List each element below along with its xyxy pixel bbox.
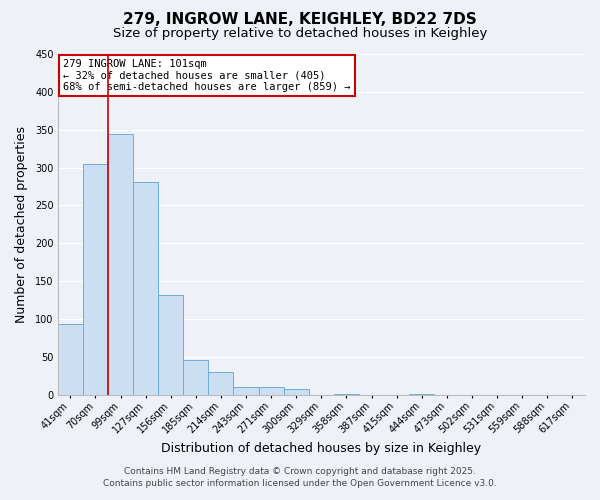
- X-axis label: Distribution of detached houses by size in Keighley: Distribution of detached houses by size …: [161, 442, 481, 455]
- Text: 279 INGROW LANE: 101sqm
← 32% of detached houses are smaller (405)
68% of semi-d: 279 INGROW LANE: 101sqm ← 32% of detache…: [63, 59, 350, 92]
- Bar: [158, 294, 183, 394]
- Bar: [208, 372, 233, 394]
- Y-axis label: Number of detached properties: Number of detached properties: [15, 126, 28, 323]
- Bar: [108, 134, 133, 394]
- Bar: [133, 182, 158, 394]
- Text: Size of property relative to detached houses in Keighley: Size of property relative to detached ho…: [113, 28, 487, 40]
- Bar: [259, 387, 284, 394]
- Text: Contains HM Land Registry data © Crown copyright and database right 2025.
Contai: Contains HM Land Registry data © Crown c…: [103, 466, 497, 487]
- Bar: [183, 360, 208, 394]
- Bar: [58, 324, 83, 394]
- Bar: [83, 164, 108, 394]
- Bar: [233, 387, 259, 394]
- Text: 279, INGROW LANE, KEIGHLEY, BD22 7DS: 279, INGROW LANE, KEIGHLEY, BD22 7DS: [123, 12, 477, 28]
- Bar: [284, 388, 309, 394]
